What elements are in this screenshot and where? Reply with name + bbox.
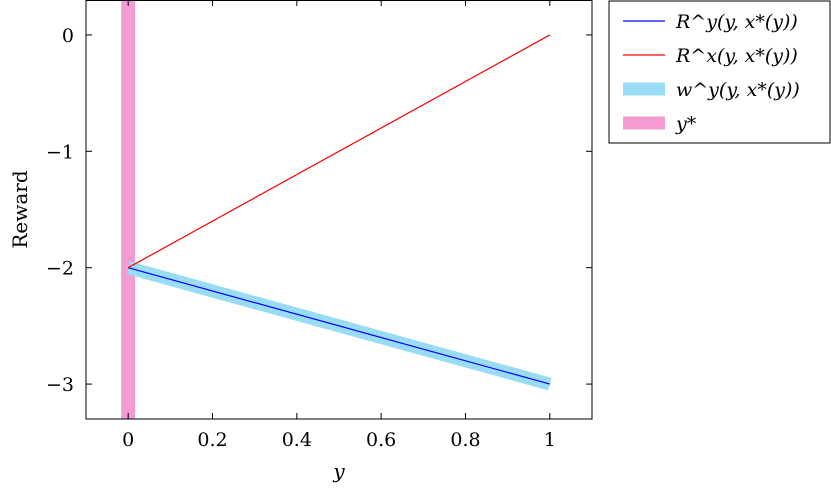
x-tick-label: 0.4	[282, 429, 312, 451]
y-tick-label: −1	[46, 141, 74, 163]
x-tick-label: 1	[544, 429, 556, 451]
series-line-rx	[127, 34, 551, 269]
y-tick-label: −3	[46, 374, 74, 396]
x-tick-label: 0.2	[197, 429, 227, 451]
y-tick-label: −2	[46, 258, 74, 280]
x-tick-label: 0	[122, 429, 134, 451]
x-tick-label: 0.6	[366, 429, 396, 451]
legend-label: w^y(y, x*(y))	[676, 79, 800, 101]
y-tick-label: 0	[62, 25, 74, 47]
x-tick-label: 0.8	[450, 429, 480, 451]
plot-frame	[85, 0, 593, 420]
legend: R^y(y, x*(y)) R^x(y, x*(y)) w^y(y, x*(y)) y…	[608, 0, 831, 144]
legend-label: y*	[675, 113, 697, 135]
legend-label: R^y(y, x*(y))	[675, 11, 798, 33]
y-axis-label: Reward	[8, 170, 32, 248]
legend-label: R^x(y, x*(y))	[675, 45, 798, 67]
x-axis-label: y	[332, 459, 345, 483]
series-line-ry	[128, 267, 550, 385]
axes: 0 0.2 0.4 0.6 0.8 1 0 −1 −2 −3 y Reward	[8, 0, 593, 483]
plot-area	[121, 0, 552, 419]
